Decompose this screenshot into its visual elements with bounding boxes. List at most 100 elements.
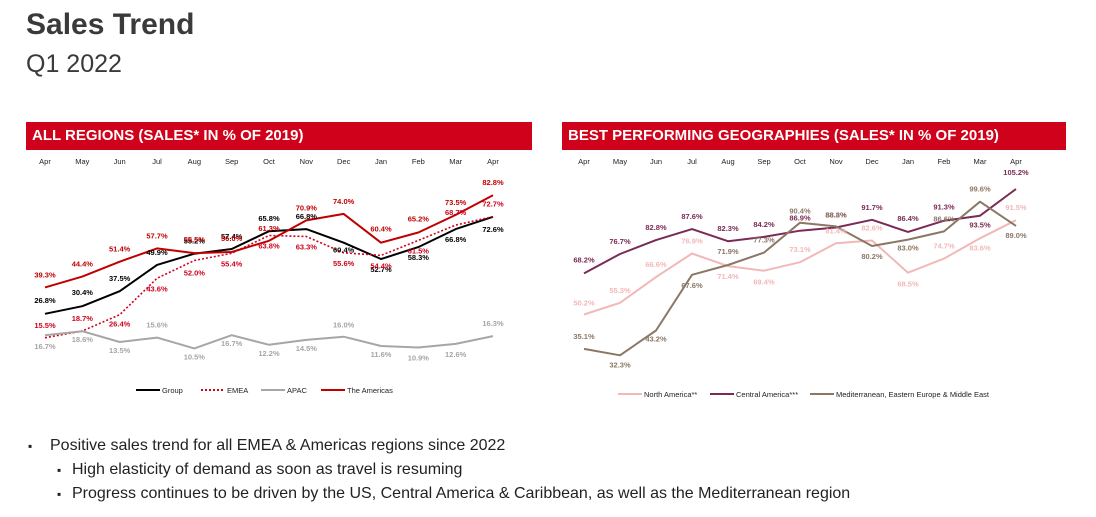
data-label: 70.9% bbox=[296, 203, 318, 212]
bullet-square-icon: ▪ bbox=[57, 487, 62, 501]
legend-label: The Americas bbox=[347, 386, 393, 395]
data-label: 91.3% bbox=[933, 203, 955, 212]
legend-label: EMEA bbox=[227, 386, 248, 395]
x-axis-tick-label: Oct bbox=[794, 157, 807, 166]
data-label: 55.2% bbox=[184, 237, 206, 246]
data-label: 15.6% bbox=[146, 321, 168, 330]
data-label: 86.6% bbox=[933, 214, 955, 223]
page-title: Sales Trend bbox=[26, 8, 195, 41]
data-label: 66.6% bbox=[645, 260, 667, 269]
data-label: 66.8% bbox=[296, 212, 318, 221]
data-label: 58.3% bbox=[408, 253, 430, 262]
x-axis-tick-label: Jun bbox=[650, 157, 662, 166]
x-axis-tick-label: Apr bbox=[487, 157, 499, 166]
x-axis-tick-label: Dec bbox=[337, 157, 351, 166]
bullet-square-icon: ▪ bbox=[57, 463, 62, 477]
data-label: 57.7% bbox=[146, 231, 168, 240]
data-label: 16.3% bbox=[482, 319, 504, 328]
best-geographies-line-chart: Apr May Jun Jul Aug Sep Oct Nov Dec Jan Feb Mar Apr 5… bbox=[573, 157, 1029, 399]
data-label: 73.5% bbox=[445, 198, 467, 207]
data-label: 57.4% bbox=[221, 232, 243, 241]
data-label: 72.6% bbox=[482, 225, 504, 234]
data-label: 16.7% bbox=[34, 342, 56, 351]
sub-bullet-text: Progress continues to be driven by the U… bbox=[72, 485, 851, 502]
data-label: 16.7% bbox=[221, 339, 243, 348]
data-label: 65.2% bbox=[408, 215, 430, 224]
data-label: 80.2% bbox=[861, 252, 883, 261]
all-regions-chart-panel: ALL REGIONS (SALES* IN % OF 2019) Apr May… bbox=[26, 122, 532, 412]
data-label: 91.5% bbox=[1005, 203, 1027, 212]
data-label: 18.7% bbox=[72, 314, 94, 323]
data-label: 55.5% bbox=[184, 235, 206, 244]
x-axis-tick-label: May bbox=[613, 157, 627, 166]
data-label: 65.8% bbox=[258, 214, 280, 223]
data-label: 74.7% bbox=[933, 242, 955, 251]
x-axis-tick-label: Jun bbox=[114, 157, 126, 166]
data-label: 35.1% bbox=[573, 332, 595, 341]
bullet-text: Positive sales trend for all EMEA & Amer… bbox=[50, 437, 506, 454]
legend-label: North America** bbox=[644, 390, 697, 399]
data-label: 99.6% bbox=[969, 185, 991, 194]
data-label: 26.8% bbox=[34, 296, 56, 305]
data-label: 76.9% bbox=[681, 237, 703, 246]
data-label: 56.0% bbox=[221, 234, 243, 243]
data-label: 18.6% bbox=[72, 335, 94, 344]
data-label: 71.9% bbox=[717, 247, 739, 256]
sub-bullet-item: ▪ High elasticity of demand as soon as tr… bbox=[26, 460, 850, 484]
best-geographies-chart-title: BEST PERFORMING GEOGRAPHIES (SALES* IN %… bbox=[562, 122, 1066, 150]
data-label: 72.7% bbox=[482, 200, 504, 209]
x-axis-tick-label: Oct bbox=[263, 157, 276, 166]
data-label: 10.9% bbox=[408, 354, 430, 363]
data-label: 88.3% bbox=[825, 211, 847, 220]
data-label: 44.4% bbox=[72, 260, 94, 269]
series-line bbox=[44, 215, 494, 315]
data-label: 83.6% bbox=[969, 243, 991, 252]
data-label: 84.2% bbox=[753, 220, 775, 229]
data-label: 16.0% bbox=[333, 321, 355, 330]
data-label: 67.6% bbox=[681, 281, 703, 290]
x-axis-tick-label: Apr bbox=[578, 157, 590, 166]
data-label: 63.8% bbox=[258, 241, 280, 250]
data-label: 69.4% bbox=[753, 278, 775, 287]
data-label: 10.5% bbox=[184, 352, 206, 361]
legend-label: Mediterranean, Eastern Europe & Middle E… bbox=[836, 390, 990, 399]
legend-label: Group bbox=[162, 386, 183, 395]
data-label: 82.8% bbox=[482, 178, 504, 187]
data-label: 49.9% bbox=[146, 248, 168, 257]
data-label: 60.4% bbox=[370, 225, 392, 234]
data-label: 68.7% bbox=[445, 208, 467, 217]
data-label: 50.2% bbox=[573, 298, 595, 307]
data-label: 76.7% bbox=[609, 237, 631, 246]
data-label: 74.0% bbox=[333, 197, 355, 206]
series-line bbox=[44, 330, 494, 350]
x-axis-tick-label: Sep bbox=[757, 157, 770, 166]
data-label: 52.7% bbox=[370, 265, 392, 274]
data-label: 82.3% bbox=[717, 224, 739, 233]
series-line bbox=[583, 219, 1017, 316]
data-label: 86.4% bbox=[897, 214, 919, 223]
data-label: 82.8% bbox=[645, 223, 667, 232]
x-axis-tick-label: Nov bbox=[829, 157, 843, 166]
data-label: 55.3% bbox=[609, 286, 631, 295]
data-label: 12.6% bbox=[445, 350, 467, 359]
data-label: 88.8% bbox=[825, 210, 847, 219]
data-label: 71.4% bbox=[717, 272, 739, 281]
data-label: 37.5% bbox=[109, 274, 131, 283]
data-label: 61.5% bbox=[408, 246, 430, 255]
data-label: 81.4% bbox=[825, 226, 847, 235]
data-label: 83.0% bbox=[897, 244, 919, 253]
x-axis-tick-label: Dec bbox=[865, 157, 879, 166]
series-line bbox=[583, 188, 1017, 275]
sub-bullet-text: High elasticity of demand as soon as tra… bbox=[72, 461, 463, 478]
x-axis-tick-label: Jul bbox=[687, 157, 697, 166]
x-axis-tick-label: Jul bbox=[152, 157, 162, 166]
x-axis-tick-label: Feb bbox=[938, 157, 951, 166]
x-axis-tick-label: Sep bbox=[225, 157, 238, 166]
series-line bbox=[44, 194, 494, 289]
data-label: 68.2% bbox=[573, 255, 595, 264]
data-label: 66.8% bbox=[445, 235, 467, 244]
data-label: 13.5% bbox=[109, 346, 131, 355]
data-label: 77.3% bbox=[753, 236, 775, 245]
data-label: 86.9% bbox=[789, 214, 811, 223]
data-label: 90.4% bbox=[789, 207, 811, 216]
